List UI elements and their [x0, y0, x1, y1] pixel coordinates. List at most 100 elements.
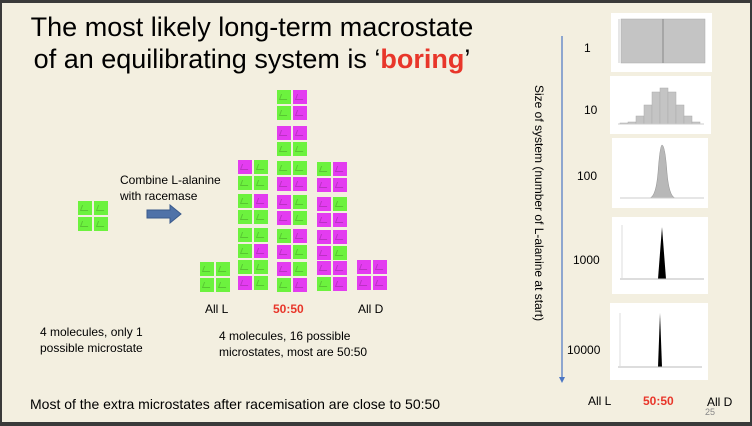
- left-caption-line-1: 4 molecules, only 1: [40, 325, 143, 339]
- l-alanine-molecule: [254, 260, 268, 274]
- l-alanine-molecule: [293, 161, 307, 175]
- axis-label-50-50: 50:50: [643, 394, 674, 408]
- right-arrow-icon: [146, 204, 182, 224]
- d-alanine-molecule: [333, 213, 347, 227]
- l-alanine-molecule: [200, 278, 214, 292]
- arrow-caption: Combine L-alanine with racemase: [120, 172, 221, 204]
- middle-caption-line-2: microstates, most are 50:50: [219, 345, 368, 359]
- d-alanine-molecule: [293, 126, 307, 140]
- l-alanine-molecule: [277, 142, 291, 156]
- arrow-caption-line-2: with racemase: [120, 189, 198, 203]
- middle-caption-line-1: 4 molecules, 16 possible: [219, 329, 351, 343]
- l-alanine-molecule: [254, 176, 268, 190]
- axis-label-all-d: All D: [707, 395, 733, 409]
- d-alanine-molecule: [277, 177, 291, 191]
- d-alanine-molecule: [333, 230, 347, 244]
- histogram-size-10000: [610, 303, 708, 380]
- histogram-size-1: [611, 13, 712, 72]
- title-suffix: ’: [464, 44, 471, 74]
- l-alanine-molecule: [277, 90, 291, 104]
- l-alanine-molecule: [78, 217, 92, 231]
- d-alanine-molecule: [277, 195, 291, 209]
- title-line-2: of an equilibrating system is ‘boring’: [2, 43, 502, 75]
- size-axis-arrow: [559, 36, 565, 383]
- l-alanine-molecule: [293, 211, 307, 225]
- d-alanine-molecule: [238, 160, 252, 174]
- l-alanine-molecule: [333, 246, 347, 260]
- d-alanine-molecule: [357, 260, 371, 274]
- label-all-d: All D: [358, 302, 384, 316]
- l-alanine-molecule: [94, 217, 108, 231]
- slide-title: The most likely long-term macrostate of …: [2, 11, 502, 75]
- title-line-1: The most likely long-term macrostate: [30, 12, 474, 42]
- page-number: 25: [705, 407, 716, 417]
- l-alanine-molecule: [293, 142, 307, 156]
- footer-text: Most of the extra microstates after race…: [30, 396, 441, 412]
- left-caption: 4 molecules, only 1 possible microstate: [40, 324, 143, 356]
- l-alanine-molecule: [317, 277, 331, 291]
- arrow-caption-line-1: Combine L-alanine: [120, 173, 221, 187]
- l-alanine-molecule: [238, 194, 252, 208]
- l-alanine-molecule: [277, 161, 291, 175]
- size-label-10: 10: [584, 103, 598, 117]
- l-alanine-molecule: [238, 260, 252, 274]
- l-alanine-molecule: [293, 245, 307, 259]
- d-alanine-molecule: [333, 162, 347, 176]
- l-alanine-molecule: [200, 262, 214, 276]
- d-alanine-molecule: [357, 276, 371, 290]
- l-alanine-molecule: [277, 229, 291, 243]
- label-all-l: All L: [205, 302, 229, 316]
- left-caption-line-2: possible microstate: [40, 341, 143, 355]
- d-alanine-molecule: [293, 106, 307, 120]
- d-alanine-molecule: [317, 213, 331, 227]
- middle-caption: 4 molecules, 16 possible microstates, mo…: [219, 328, 367, 360]
- title-emphasis: boring: [380, 44, 465, 74]
- d-alanine-molecule: [317, 197, 331, 211]
- size-label-1: 1: [584, 41, 591, 55]
- size-label-10000: 10000: [567, 343, 601, 357]
- d-alanine-molecule: [293, 229, 307, 243]
- l-alanine-molecule: [333, 197, 347, 211]
- l-alanine-molecule: [254, 160, 268, 174]
- d-alanine-molecule: [277, 262, 291, 276]
- d-alanine-molecule: [293, 90, 307, 104]
- axis-label-all-l: All L: [588, 394, 612, 408]
- d-alanine-molecule: [317, 261, 331, 275]
- l-alanine-molecule: [216, 262, 230, 276]
- l-alanine-molecule: [293, 262, 307, 276]
- l-alanine-molecule: [238, 228, 252, 242]
- size-label-100: 100: [577, 169, 598, 183]
- size-axis-label: Size of system (number of L-alanine at s…: [532, 85, 546, 322]
- d-alanine-molecule: [254, 244, 268, 258]
- d-alanine-molecule: [333, 261, 347, 275]
- l-alanine-molecule: [238, 210, 252, 224]
- d-alanine-molecule: [373, 260, 387, 274]
- d-alanine-molecule: [317, 246, 331, 260]
- l-alanine-molecule: [254, 228, 268, 242]
- d-alanine-molecule: [333, 277, 347, 291]
- d-alanine-molecule: [317, 178, 331, 192]
- d-alanine-molecule: [373, 276, 387, 290]
- histogram-size-100: [612, 138, 708, 208]
- size-label-1000: 1000: [573, 253, 600, 267]
- l-alanine-molecule: [293, 195, 307, 209]
- d-alanine-molecule: [277, 245, 291, 259]
- slide: The most likely long-term macrostate of …: [2, 3, 750, 422]
- l-alanine-molecule: [238, 176, 252, 190]
- d-alanine-molecule: [293, 278, 307, 292]
- d-alanine-molecule: [277, 126, 291, 140]
- l-alanine-molecule: [238, 244, 252, 258]
- histogram-size-1000: [612, 217, 708, 294]
- d-alanine-molecule: [277, 211, 291, 225]
- d-alanine-molecule: [333, 178, 347, 192]
- title-prefix: of an equilibrating system is ‘: [33, 44, 381, 74]
- l-alanine-molecule: [317, 162, 331, 176]
- l-alanine-molecule: [94, 201, 108, 215]
- l-alanine-molecule: [216, 278, 230, 292]
- d-alanine-molecule: [238, 276, 252, 290]
- d-alanine-molecule: [254, 194, 268, 208]
- l-alanine-molecule: [254, 276, 268, 290]
- d-alanine-molecule: [293, 177, 307, 191]
- l-alanine-molecule: [78, 201, 92, 215]
- l-alanine-molecule: [277, 278, 291, 292]
